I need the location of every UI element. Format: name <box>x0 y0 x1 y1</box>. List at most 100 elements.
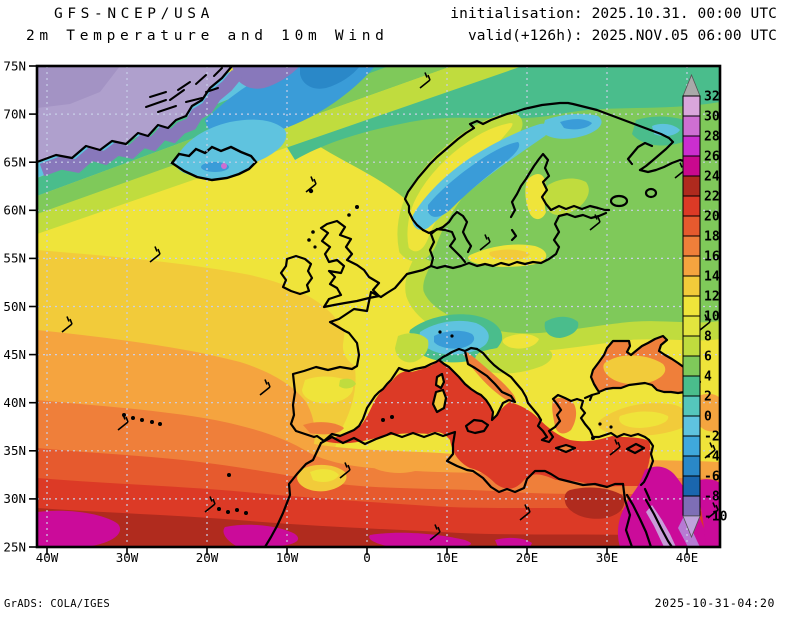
red-sea <box>625 487 674 547</box>
lat-label: 25N <box>3 539 26 554</box>
coastline-greenland <box>37 66 234 164</box>
colorbar-level-label: 14 <box>704 270 720 285</box>
colorbar-box <box>682 495 701 517</box>
wind-barb <box>117 414 129 431</box>
colorbar-box <box>682 475 701 497</box>
lon-label: 10E <box>436 550 459 565</box>
lat-label: 65N <box>3 155 26 170</box>
lon-label: 0 <box>363 550 371 565</box>
colorbar-box <box>682 295 701 317</box>
initialisation-time: initialisation: 2025.10.31. 00:00 UTC <box>450 6 777 22</box>
generation-timestamp: 2025-10-31-04:20 <box>654 596 775 610</box>
wind-barb <box>707 502 719 519</box>
valid-time: valid(+126h): 2025.NOV.05 06:00 UTC <box>467 28 777 44</box>
lat-label: 50N <box>3 299 26 314</box>
colorbar-level-label: 4 <box>704 370 712 385</box>
wind-barbs <box>61 72 719 541</box>
product-title: 2m Temperature and 10m Wind <box>26 28 389 44</box>
colorbar-level-label: -10 <box>704 510 728 525</box>
gotland <box>510 228 518 242</box>
colorbar-box <box>682 175 701 197</box>
lon-label: 10W <box>276 550 299 565</box>
colorbar-box <box>682 195 701 217</box>
lon-label: 20E <box>516 550 539 565</box>
colorbar-box <box>682 355 701 377</box>
colorbar-box <box>682 375 701 397</box>
lake-onega <box>644 187 658 199</box>
lat-label: 30N <box>3 491 26 506</box>
colorbar-level-label: 26 <box>704 150 720 165</box>
wind-barb <box>259 379 271 396</box>
colorbar-level-label: 22 <box>704 190 720 205</box>
sardinia <box>431 388 448 414</box>
lat-label: 45N <box>3 347 26 362</box>
crete <box>554 443 577 454</box>
wind-barb <box>149 246 161 263</box>
colorbar-level-label: 20 <box>704 210 720 225</box>
lon-label: 30W <box>116 550 139 565</box>
colorbar-level-label: 6 <box>704 350 712 365</box>
colorbar-box <box>682 395 701 417</box>
colorbar-box <box>682 455 701 477</box>
colorbar-box <box>682 435 701 457</box>
small-islands <box>122 188 613 515</box>
grads-credit: GrADS: COLA/IGES <box>4 598 110 610</box>
lat-label: 55N <box>3 251 26 266</box>
wind-barb <box>204 496 216 513</box>
colorbar-level-label: 8 <box>704 330 712 345</box>
colorbar-level-label: 12 <box>704 290 720 305</box>
lat-label: 35N <box>3 443 26 458</box>
colorbar-level-label: 24 <box>704 170 720 185</box>
wind-barb <box>704 442 716 459</box>
wind-barb <box>609 439 621 456</box>
colorbar-level-label: -6 <box>704 470 720 485</box>
corsica <box>434 372 446 390</box>
colorbar-level-label: -4 <box>704 450 720 465</box>
lon-label: 30E <box>596 550 619 565</box>
lat-label: 75N <box>3 58 26 73</box>
colorbar-level-label: -2 <box>704 430 720 445</box>
colorbar-level-label: 32 <box>704 90 720 105</box>
colorbar-level-label: 0 <box>704 410 712 425</box>
temperature-field <box>37 66 720 547</box>
iceland <box>170 145 258 182</box>
colorbar-box <box>682 155 701 177</box>
wind-barb <box>419 72 431 89</box>
lon-label: 40W <box>36 550 59 565</box>
wind-barb <box>61 316 73 333</box>
colorbar-level-label: -8 <box>704 490 720 505</box>
coastline-britain <box>319 219 381 309</box>
colorbar-box <box>682 315 701 337</box>
wind-barb <box>479 234 491 251</box>
coastline-italy <box>437 346 517 422</box>
colorbar-box <box>682 115 701 137</box>
coastline-balkans-greece <box>475 347 651 444</box>
coastline-denmark <box>428 227 467 268</box>
colorbar-box <box>682 335 701 357</box>
coastline-ireland <box>279 254 314 296</box>
lon-label: 40E <box>676 550 699 565</box>
colorbar-box <box>682 215 701 237</box>
colorbar-level-label: 28 <box>704 130 720 145</box>
wind-barb <box>305 176 317 193</box>
coastline-levant <box>639 438 655 487</box>
colorbar-level-label: 16 <box>704 250 720 265</box>
wind-barb <box>589 214 601 231</box>
coastline-africa <box>319 430 625 494</box>
coastlines <box>37 66 702 547</box>
colorbar-box <box>682 95 701 117</box>
colorbar-box <box>682 415 701 437</box>
model-title: GFS-NCEP/USA <box>54 6 214 22</box>
wind-barb <box>429 524 441 541</box>
coastline-sicily <box>464 418 490 435</box>
wind-barb <box>339 462 351 479</box>
lat-label: 60N <box>3 203 26 218</box>
coastline-black-sea <box>589 334 702 395</box>
wind-barb <box>519 504 531 521</box>
coastline-baltic <box>509 152 611 219</box>
wind-barb <box>699 314 711 331</box>
colorbar-level-label: 2 <box>704 390 712 405</box>
